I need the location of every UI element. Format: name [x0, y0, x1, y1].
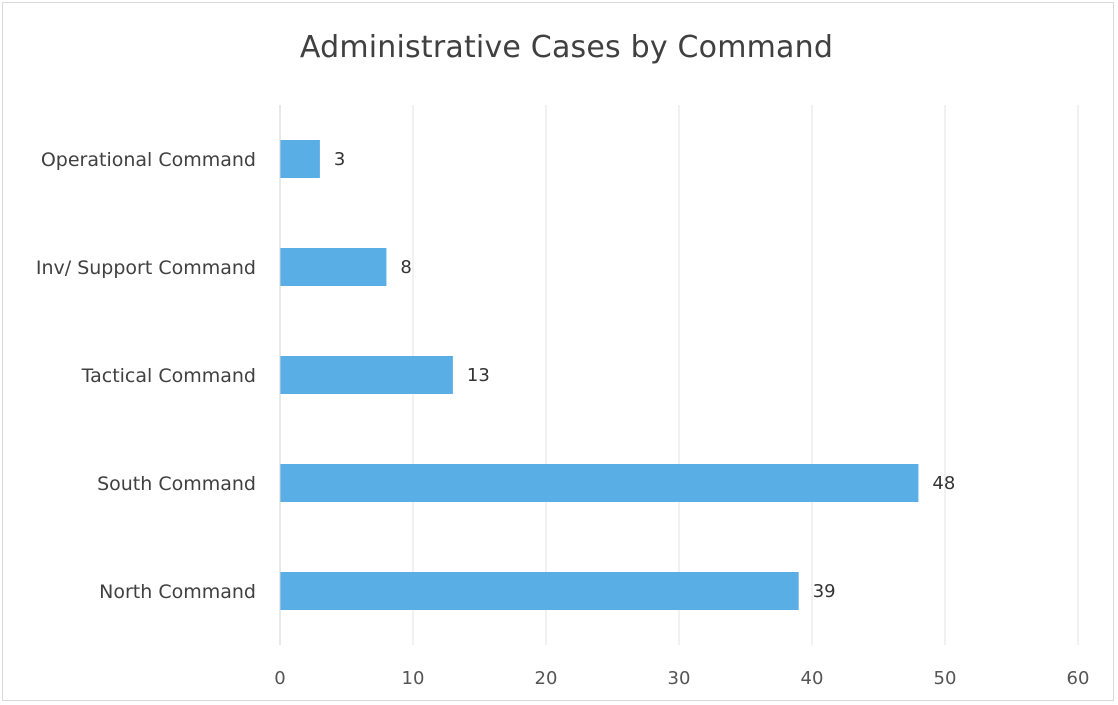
bar-5: [280, 572, 799, 610]
value-label-1: 3: [334, 149, 345, 170]
bar-3: [280, 356, 453, 394]
category-label-5: North Command: [99, 581, 256, 603]
bar-1: [280, 140, 320, 178]
value-label-5: 39: [813, 581, 836, 602]
x-tick-label-60: 60: [1067, 668, 1090, 689]
category-label-4: South Command: [97, 473, 256, 495]
category-label-1: Operational Command: [41, 149, 256, 171]
value-label-3: 13: [467, 365, 490, 386]
value-label-4: 48: [932, 473, 955, 494]
x-tick-label-30: 30: [668, 668, 691, 689]
value-label-2: 8: [400, 257, 411, 278]
x-tick-label-20: 20: [535, 668, 558, 689]
x-tick-label-40: 40: [801, 668, 824, 689]
bar-4: [280, 464, 919, 502]
x-tick-label-0: 0: [274, 668, 285, 689]
category-label-2: Inv/ Support Command: [36, 257, 256, 279]
category-label-3: Tactical Command: [81, 365, 256, 387]
x-tick-label-10: 10: [402, 668, 425, 689]
bar-2: [280, 248, 387, 286]
x-tick-label-50: 50: [934, 668, 957, 689]
chart-title: Administrative Cases by Command: [299, 30, 834, 65]
